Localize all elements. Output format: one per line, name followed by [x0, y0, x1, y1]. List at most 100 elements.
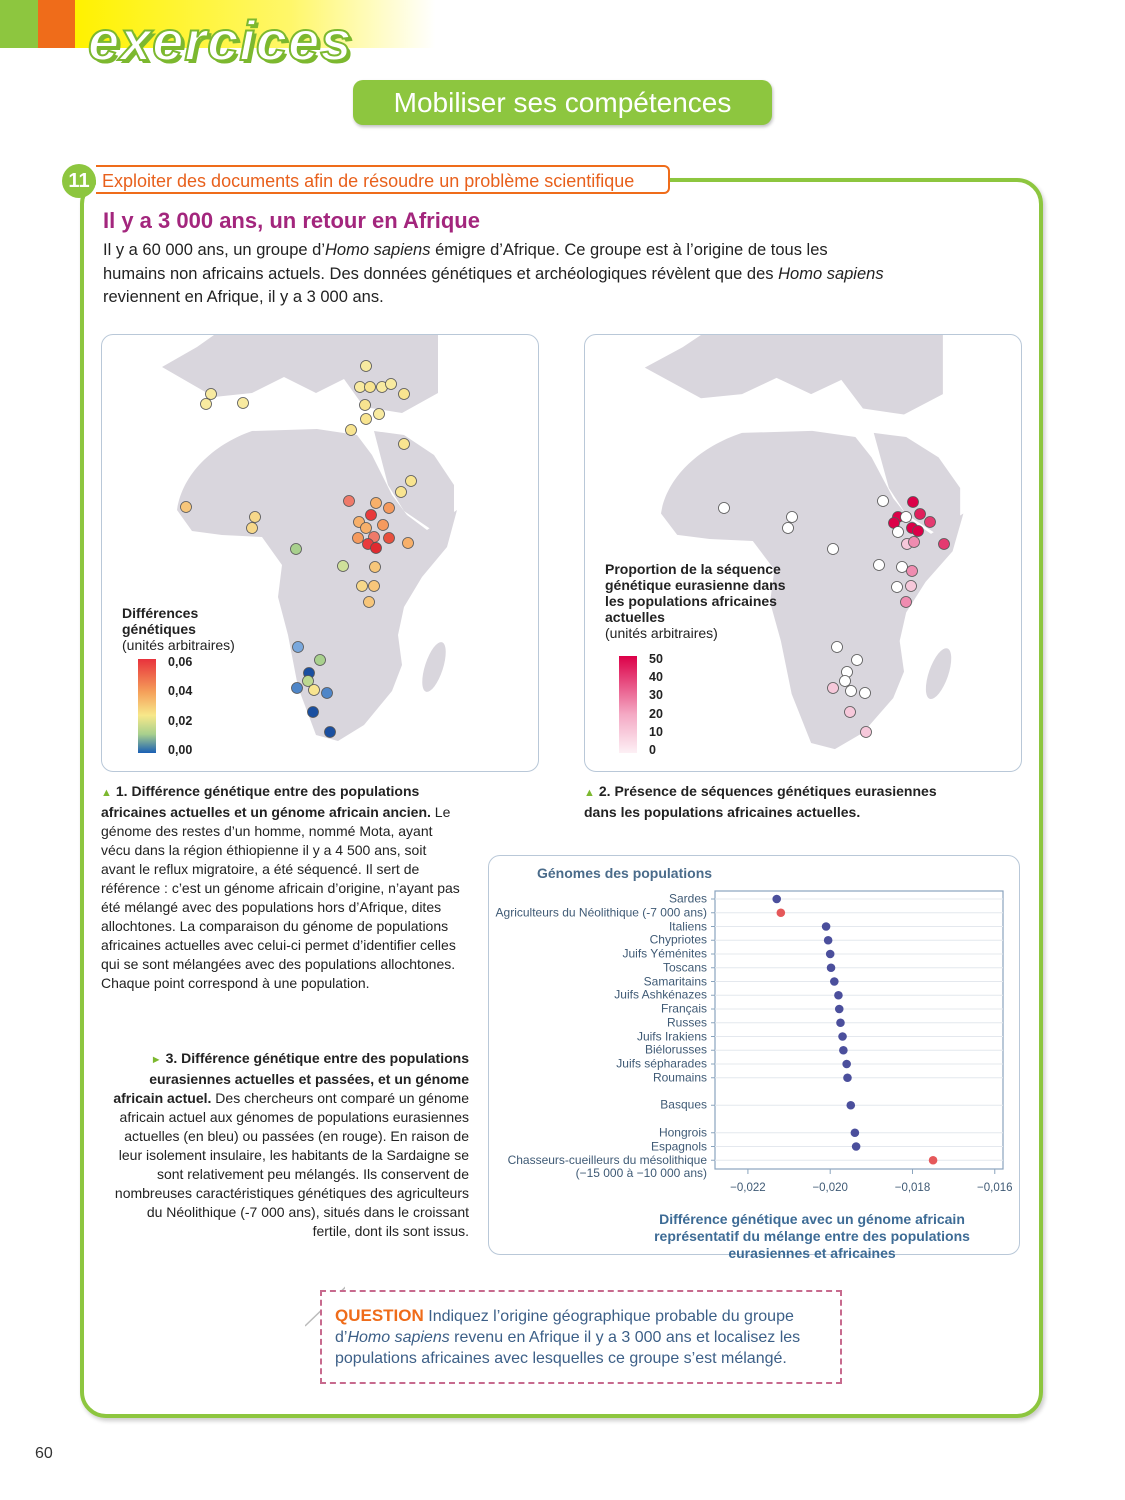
legend-label: 0,02: [168, 713, 193, 728]
y-tick-label: Samaritains: [643, 974, 707, 988]
x-tick-label: −0,016: [977, 1182, 1013, 1194]
section-subtitle: Mobiliser ses compétences: [353, 80, 772, 125]
header-band: [38, 0, 75, 48]
caption-marker: ▲: [101, 787, 112, 799]
text-run: Des chercheurs ont comparé un génome afr…: [114, 1090, 469, 1239]
y-tick-label: Italiens: [668, 919, 707, 933]
legend-unit: (unités arbitraires): [122, 637, 235, 653]
legend-label: 0: [649, 742, 656, 757]
data-dot: [843, 1073, 852, 1083]
bold-run: 3. Différence génétique entre des popula…: [113, 1050, 469, 1106]
italic-run: Homo sapiens: [325, 241, 431, 259]
population-dots: [180, 360, 417, 738]
data-dot: [823, 935, 833, 945]
chart-title: Génomes des populations: [537, 865, 713, 881]
legend-label: 0,06: [168, 655, 193, 669]
map: [162, 335, 457, 741]
y-tick-label: Basques: [660, 1097, 707, 1112]
data-dot: [851, 1142, 861, 1151]
chart: −0,022 −0,020 −0,018 −0,016: [711, 890, 1013, 1194]
population-dots: [718, 495, 950, 738]
text-run: Indiquez l’origine géographique probable…: [335, 1308, 794, 1346]
y-tick-label: Français: [660, 1001, 707, 1016]
x-tick-label: −0,022: [730, 1182, 766, 1194]
data-dot: [825, 949, 835, 959]
data-dot: [846, 1100, 856, 1110]
data-dot: [830, 977, 839, 986]
caption: ► 3. Différence génétique entre des popul…: [113, 1049, 469, 1241]
bold-run: 1. Différence génétique entre des popula…: [101, 783, 431, 820]
chart-panel: −0,022 −0,020 −0,018 −0,016 Génomes des pop…: [488, 855, 1020, 1261]
legend-label: 0,04: [168, 684, 193, 699]
question-text: Indiquez l’origine géographique probable…: [335, 1308, 800, 1367]
y-tick-label: Chasseurs-cueilleurs du mésolithique (−1…: [507, 1153, 707, 1181]
y-tick-label: Biélorusses: [644, 1042, 707, 1057]
y-tick-label: Roumains: [652, 1070, 707, 1085]
caption-text: 3. Différence génétique entre des popula…: [113, 1050, 469, 1239]
italic-run: Homo sapiens: [347, 1329, 450, 1346]
caption: ▲ 1. Différence génétique entre des popul…: [101, 782, 463, 993]
plot-area: [714, 890, 1004, 1170]
legend-label: 0,00: [168, 742, 193, 757]
x-axis-title: Différence génétique avec un génome afri…: [654, 1211, 970, 1261]
data-dot: [928, 1155, 938, 1165]
y-tick-label: Juifs Ashkénazes: [614, 987, 707, 1002]
y-tick-label: Espagnols: [650, 1139, 707, 1153]
caption-marker: ▲: [584, 787, 595, 799]
data-dot: [834, 1004, 844, 1014]
caption: ▲ 2. Présence de séquences génétiques eur…: [584, 782, 964, 822]
legend: Différences génétiques (unités arbitrair…: [122, 605, 235, 654]
data-dot: [776, 908, 786, 918]
header-band: [0, 0, 38, 48]
legend-unit: (unités arbitraires): [605, 625, 718, 641]
exercise-number: 11: [62, 164, 96, 198]
y-tick-label: Russes: [666, 1015, 707, 1030]
data-dot: [826, 963, 836, 973]
caption-marker: ►: [150, 1054, 162, 1066]
legend-label: 50: [649, 652, 663, 666]
legend-scale: [619, 656, 637, 753]
x-tick-label: −0,018: [895, 1182, 931, 1194]
legend: Proportion de la séquence génétique eura…: [605, 561, 805, 642]
data-dot: [838, 1032, 847, 1041]
data-dot: [821, 922, 831, 931]
exercise-title: Il y a 3 000 ans, un retour en Afrique: [103, 208, 480, 233]
y-tick-label: Juifs sépharades: [616, 1056, 707, 1071]
legend-labels: 50 40 30 20 10 0: [649, 652, 663, 757]
caption-text: 2. Présence de séquences génétiques eura…: [584, 783, 937, 820]
text-run: reviennent en Afrique, il y a 3 000 ans.: [103, 288, 384, 306]
y-tick-label: Sardes: [668, 891, 707, 906]
data-dot: [839, 1045, 848, 1055]
legend-label: 30: [649, 688, 663, 703]
y-tick-label: Agriculteurs du Néolithique (-7 000 ans): [495, 905, 707, 920]
text-run: Il y a 60 000 ans, un groupe d’: [103, 241, 325, 259]
y-tick-label: Chypriotes: [649, 932, 707, 947]
legend-labels: 0,06 0,04 0,02 0,00: [168, 655, 192, 757]
data-dot: [836, 1018, 845, 1028]
data-dot: [834, 990, 843, 1000]
data-dot: [772, 894, 782, 904]
question-label: QUESTION: [335, 1306, 424, 1325]
legend-scale: [138, 659, 156, 753]
header-band: [75, 0, 435, 48]
y-tick-label: Toscans: [662, 960, 707, 975]
map-panel: Proportion de la séquence génétique eura…: [584, 334, 1022, 772]
y-tick-label: Hongrois: [658, 1125, 707, 1140]
skill-label: Exploiter des documents afin de résoudre…: [96, 165, 670, 194]
text-run: Le génome des restes d’un homme, nommé M…: [101, 804, 460, 991]
data-dot: [850, 1128, 860, 1138]
bold-run: 2. Présence de séquences génétiques eura…: [584, 783, 937, 820]
caption-text: 1. Différence génétique entre des popula…: [101, 783, 460, 991]
intro-text: Il y a 60 000 ans, un groupe d’Homo sapi…: [103, 239, 893, 310]
text-run: revenu en Afrique il y a 3 000 ans et lo…: [335, 1329, 801, 1367]
text-run: émigre d’Afrique. Ce groupe est à l’orig…: [103, 241, 828, 283]
map: [644, 335, 964, 750]
map-panel: Différences génétiques (unités arbitrair…: [101, 334, 539, 772]
section-title: exercices: [87, 8, 353, 73]
legend-title: Proportion de la séquence génétique eura…: [605, 561, 786, 625]
y-tick-label: Juifs Irakiens: [636, 1029, 707, 1043]
legend-label: 10: [649, 724, 663, 739]
question-box: QUESTION Indiquez l’origine géographique…: [320, 1290, 842, 1384]
